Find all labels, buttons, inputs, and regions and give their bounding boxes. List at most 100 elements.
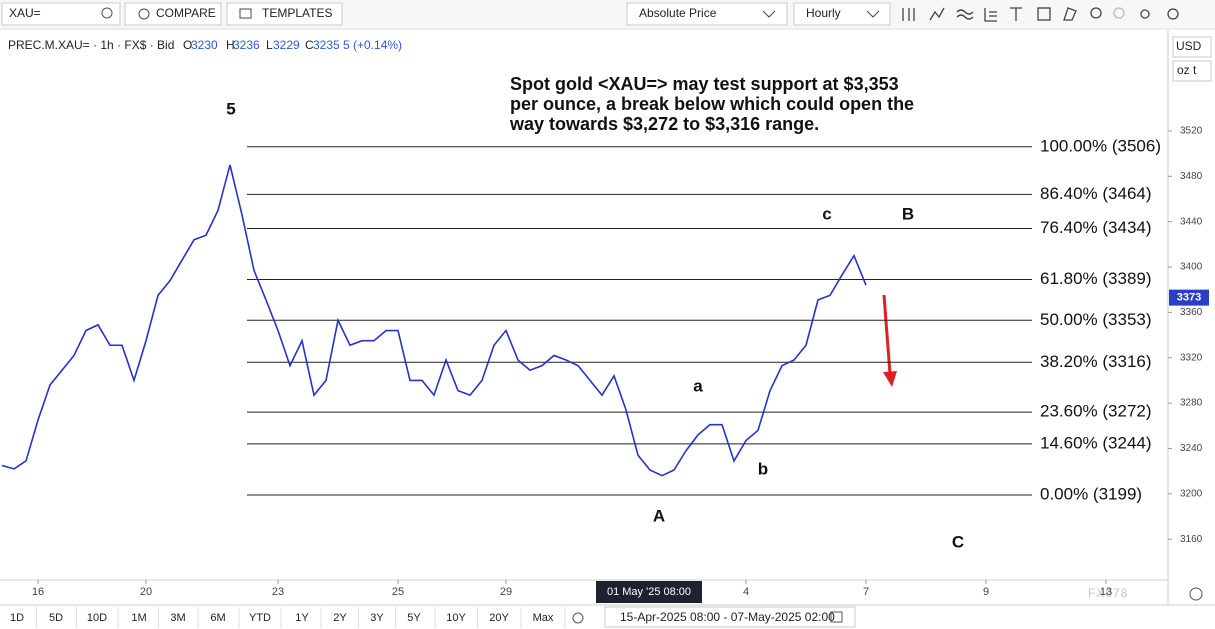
ohlc-value: 3236	[233, 38, 260, 52]
date-range[interactable]: 15-Apr-2025 08:00 - 07-May-2025 02:00	[620, 610, 835, 624]
tool-icon[interactable]	[1090, 7, 1102, 19]
axis-settings-icon[interactable]	[1189, 587, 1203, 601]
tool-icon[interactable]	[1037, 7, 1051, 21]
settings-icon[interactable]	[1167, 8, 1179, 20]
y-tick-label: 3480	[1180, 171, 1203, 182]
unit-select[interactable]	[1172, 60, 1212, 82]
ohlc-label: H	[226, 38, 235, 52]
y-tick-label: 3240	[1180, 443, 1203, 454]
x-tick-label: 29	[500, 586, 512, 598]
y-tick-label: 3320	[1180, 352, 1203, 363]
ohlc-label: C	[305, 38, 314, 52]
y-tick-label: 3280	[1180, 398, 1203, 409]
x-tick-label: 7	[863, 586, 869, 598]
ohlc-value: 3230	[191, 38, 218, 52]
crosshair-label: 01 May '25 08:00	[607, 586, 691, 598]
last-price: 3373	[1177, 292, 1201, 304]
compare-button[interactable]	[124, 2, 222, 26]
calendar-icon[interactable]	[830, 611, 843, 623]
fib-label: 50.00% (3353)	[1040, 310, 1152, 329]
interval-label[interactable]: Hourly	[806, 6, 841, 20]
range-button[interactable]: 3M	[170, 612, 185, 624]
ohlc-value: 3229	[273, 38, 300, 52]
y-tick-label: 3160	[1180, 534, 1203, 545]
x-tick-label: 4	[743, 586, 749, 598]
templates-icon[interactable]	[239, 8, 252, 19]
instrument-label: PREC.M.XAU= · 1h · FX$ · Bid	[8, 38, 174, 52]
dropdown-caret[interactable]	[866, 10, 880, 18]
search-box[interactable]	[1, 2, 121, 26]
range-button[interactable]: 6M	[210, 612, 225, 624]
range-button[interactable]: 5D	[49, 612, 63, 624]
forecast-arrowhead	[883, 371, 897, 387]
search-value[interactable]: XAU=	[9, 6, 41, 20]
range-button[interactable]: 1Y	[295, 612, 309, 624]
range-button[interactable]: 3Y	[370, 612, 384, 624]
fib-label: 38.20% (3316)	[1040, 352, 1152, 371]
x-tick-label: 13	[1100, 586, 1112, 598]
range-button[interactable]: Max	[533, 612, 554, 624]
range-settings-icon[interactable]	[572, 612, 584, 624]
wave-label: c	[822, 204, 831, 223]
y-tick-label: 3440	[1180, 216, 1203, 227]
wave-label: B	[902, 204, 914, 223]
range-button[interactable]: 2Y	[333, 612, 347, 624]
fib-label: 76.40% (3434)	[1040, 218, 1152, 237]
y-tick-label: 3200	[1180, 488, 1203, 499]
annotation-line: Spot gold <XAU=> may test support at $3,…	[510, 74, 899, 94]
crosshair-box	[596, 581, 702, 603]
tool-icon[interactable]	[1063, 7, 1077, 21]
tool-icon[interactable]	[929, 7, 945, 21]
currency[interactable]: USD	[1176, 39, 1202, 53]
unit[interactable]: oz t	[1177, 63, 1197, 77]
date-range-box[interactable]	[604, 606, 856, 628]
fib-label: 100.00% (3506)	[1040, 136, 1161, 155]
fib-label: 0.00% (3199)	[1040, 484, 1142, 503]
x-tick-label: 25	[392, 586, 404, 598]
price-mode-label[interactable]: Absolute Price	[639, 6, 717, 20]
interval-dropdown[interactable]	[793, 2, 891, 26]
wave-label: a	[693, 376, 703, 395]
tool-icon[interactable]	[984, 8, 997, 22]
tool-icon[interactable]	[1113, 7, 1125, 19]
templates-label[interactable]: TEMPLATES	[262, 6, 332, 20]
tool-icon[interactable]	[956, 9, 974, 20]
fib-label: 61.80% (3389)	[1040, 269, 1152, 288]
y-tick-label: 3360	[1180, 307, 1203, 318]
range-button[interactable]: 20Y	[489, 612, 509, 624]
tool-icons[interactable]	[902, 7, 1179, 22]
currency-select[interactable]	[1172, 36, 1212, 58]
tool-icon[interactable]	[1140, 9, 1150, 19]
fib-label: 14.60% (3244)	[1040, 433, 1152, 452]
fib-label: 23.60% (3272)	[1040, 402, 1152, 421]
price-mode-dropdown[interactable]	[626, 2, 788, 26]
forecast-arrow	[882, 294, 892, 375]
search-icon[interactable]	[101, 7, 113, 19]
range-button[interactable]: 1M	[131, 612, 146, 624]
ohlc-value: 3235	[313, 38, 340, 52]
range-button[interactable]: 1D	[10, 612, 24, 624]
dropdown-caret[interactable]	[762, 10, 776, 18]
range-button[interactable]: YTD	[249, 612, 271, 624]
compare-label[interactable]: COMPARE	[156, 6, 216, 20]
range-button[interactable]: 10D	[87, 612, 107, 624]
x-tick-label: 20	[140, 586, 152, 598]
wave-label: 5	[226, 99, 235, 118]
templates-button[interactable]	[226, 2, 343, 26]
compare-icon[interactable]	[138, 8, 150, 20]
ohlc-label: L	[266, 38, 273, 52]
range-button[interactable]: 10Y	[446, 612, 466, 624]
annotation-line: way towards $3,272 to $3,316 range.	[509, 114, 819, 134]
x-tick-label: 9	[983, 586, 989, 598]
x-tick-label: 16	[32, 586, 44, 598]
y-tick-label: 3400	[1180, 262, 1203, 273]
range-button[interactable]: 5Y	[407, 612, 421, 624]
tool-icon[interactable]	[1010, 7, 1022, 21]
price-line	[1, 164, 867, 477]
wave-label: b	[758, 459, 768, 478]
wave-label: A	[653, 506, 665, 525]
fib-label: 86.40% (3464)	[1040, 184, 1152, 203]
tool-icon[interactable]	[902, 8, 915, 21]
